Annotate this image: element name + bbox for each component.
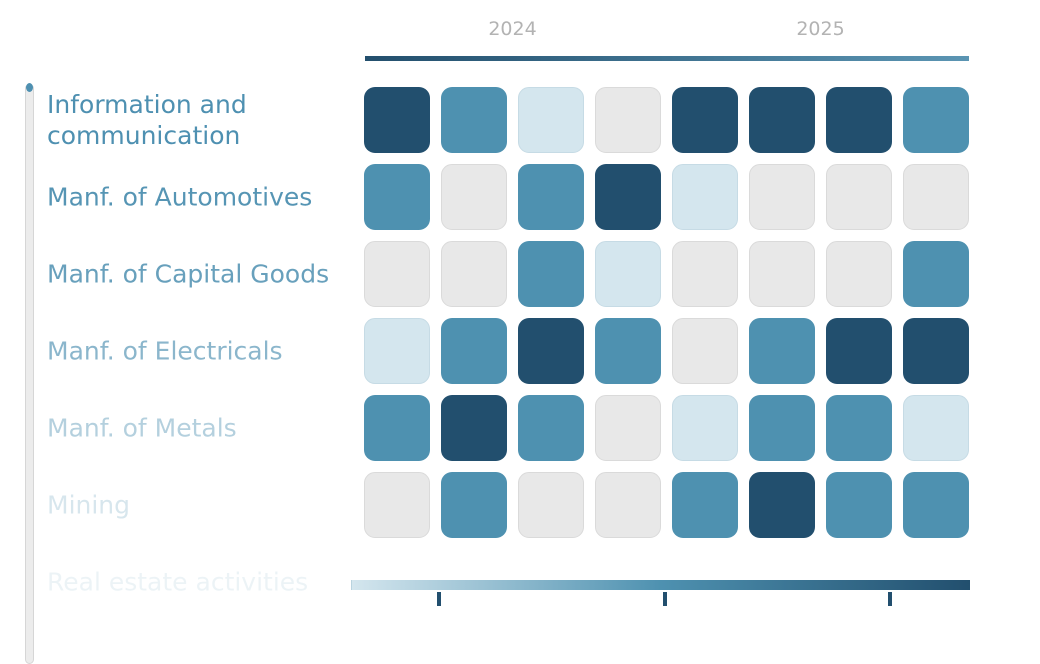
heatmap-cell[interactable] — [364, 472, 430, 538]
row-label[interactable]: Manf. of Electricals — [47, 336, 283, 366]
year-label-2024: 2024 — [488, 18, 537, 40]
legend-tick — [663, 592, 667, 606]
heatmap-cell[interactable] — [441, 395, 507, 461]
top-period-bar — [365, 56, 969, 61]
heatmap-cell[interactable] — [441, 241, 507, 307]
heatmap-cell[interactable] — [826, 395, 892, 461]
row-label[interactable]: Real estate activities — [47, 567, 309, 597]
heatmap-cell[interactable] — [518, 164, 584, 230]
heatmap-cell[interactable] — [672, 318, 738, 384]
heatmap-cell[interactable] — [826, 472, 892, 538]
heatmap-cell[interactable] — [672, 241, 738, 307]
legend-tick — [437, 592, 441, 606]
heatmap-cell[interactable] — [595, 164, 661, 230]
heatmap-cell[interactable] — [595, 318, 661, 384]
row-scrollbar-thumb[interactable] — [26, 83, 33, 92]
row-label[interactable]: Information and communication — [47, 90, 247, 150]
heatmap-cell[interactable] — [441, 164, 507, 230]
heatmap-cell[interactable] — [518, 395, 584, 461]
heatmap-cell[interactable] — [672, 87, 738, 153]
row-label[interactable]: Manf. of Automotives — [47, 182, 313, 212]
row-label[interactable]: Manf. of Capital Goods — [47, 259, 330, 289]
heatmap-cell[interactable] — [364, 395, 430, 461]
heatmap-cell[interactable] — [364, 241, 430, 307]
heatmap-cell[interactable] — [826, 87, 892, 153]
heatmap-cell[interactable] — [903, 395, 969, 461]
heatmap-cell[interactable] — [903, 241, 969, 307]
heatmap-cell[interactable] — [749, 87, 815, 153]
heatmap-cell[interactable] — [441, 87, 507, 153]
heatmap-cell[interactable] — [903, 87, 969, 153]
heatmap-cell[interactable] — [595, 395, 661, 461]
row-label[interactable]: Mining — [47, 490, 131, 520]
heatmap-cell[interactable] — [364, 164, 430, 230]
heatmap-cell[interactable] — [903, 164, 969, 230]
heatmap-cell[interactable] — [749, 472, 815, 538]
heatmap-cell[interactable] — [441, 472, 507, 538]
heatmap-cell[interactable] — [672, 472, 738, 538]
heatmap-cell[interactable] — [749, 241, 815, 307]
heatmap-cell[interactable] — [749, 164, 815, 230]
legend-tick — [888, 592, 892, 606]
heatmap-cell[interactable] — [364, 87, 430, 153]
heatmap-cell[interactable] — [441, 318, 507, 384]
heatmap-cell[interactable] — [595, 472, 661, 538]
heatmap-cell[interactable] — [518, 241, 584, 307]
heatmap-cell[interactable] — [826, 241, 892, 307]
heatmap-cell[interactable] — [672, 164, 738, 230]
year-label-2025: 2025 — [796, 18, 845, 40]
heatmap-cell[interactable] — [595, 241, 661, 307]
heatmap-cell[interactable] — [749, 318, 815, 384]
heatmap-cell[interactable] — [672, 395, 738, 461]
heatmap-cell[interactable] — [749, 395, 815, 461]
heatmap-cell[interactable] — [518, 87, 584, 153]
row-label[interactable]: Manf. of Metals — [47, 413, 237, 443]
heatmap-cell[interactable] — [518, 318, 584, 384]
heatmap-cell[interactable] — [518, 472, 584, 538]
heatmap-cell[interactable] — [595, 87, 661, 153]
heatmap-cell[interactable] — [364, 318, 430, 384]
heatmap-cell[interactable] — [826, 318, 892, 384]
heatmap-cell[interactable] — [903, 318, 969, 384]
heatmap-cell[interactable] — [826, 164, 892, 230]
color-legend-bar — [351, 580, 970, 590]
heatmap-chart: 2024 2025 Information and communication Ma… — [25, 18, 970, 664]
heatmap-cell[interactable] — [903, 472, 969, 538]
row-scrollbar-track[interactable] — [25, 84, 34, 664]
